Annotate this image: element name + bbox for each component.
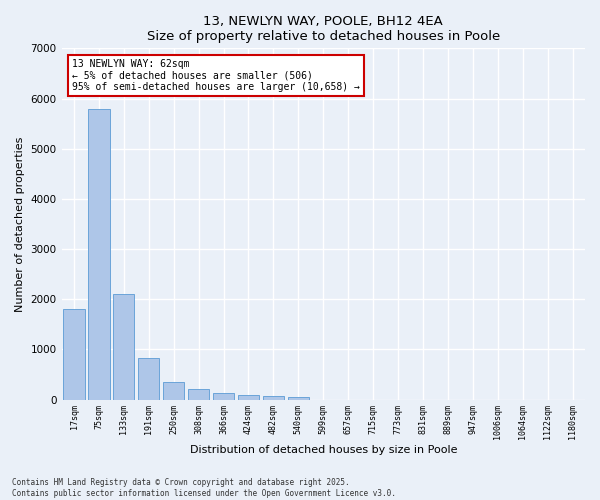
Bar [238, 394, 259, 400]
Bar [163, 382, 184, 400]
Bar [88, 108, 110, 400]
Text: 13 NEWLYN WAY: 62sqm
← 5% of detached houses are smaller (506)
95% of semi-detac: 13 NEWLYN WAY: 62sqm ← 5% of detached ho… [72, 59, 360, 92]
Bar [188, 389, 209, 400]
Bar [64, 310, 85, 400]
Bar [263, 396, 284, 400]
Text: Contains HM Land Registry data © Crown copyright and database right 2025.
Contai: Contains HM Land Registry data © Crown c… [12, 478, 396, 498]
Bar [138, 358, 160, 400]
Bar [288, 397, 309, 400]
Bar [213, 393, 234, 400]
Bar [113, 294, 134, 400]
Y-axis label: Number of detached properties: Number of detached properties [15, 136, 25, 312]
Title: 13, NEWLYN WAY, POOLE, BH12 4EA
Size of property relative to detached houses in : 13, NEWLYN WAY, POOLE, BH12 4EA Size of … [146, 15, 500, 43]
X-axis label: Distribution of detached houses by size in Poole: Distribution of detached houses by size … [190, 445, 457, 455]
